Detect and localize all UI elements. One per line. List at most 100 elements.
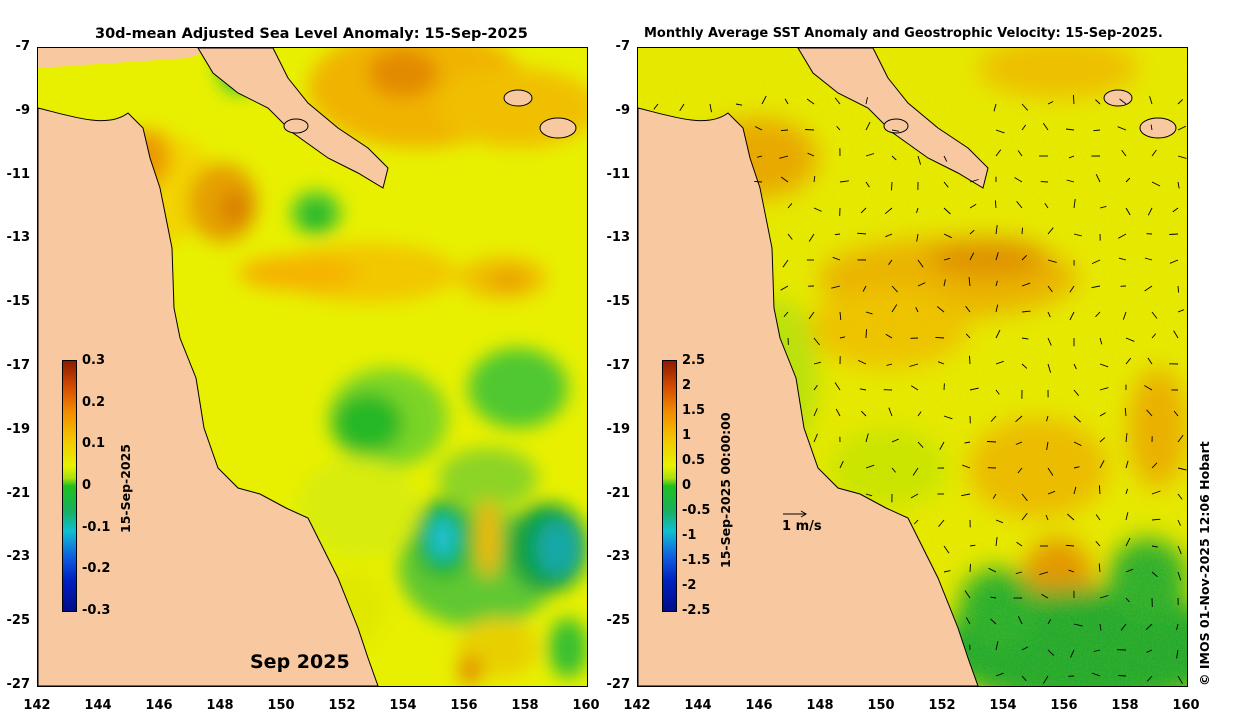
velocity-vector (865, 464, 875, 469)
velocity-vector (943, 257, 951, 261)
lon-tick-label: 142 (23, 698, 51, 713)
velocity-vector (1169, 233, 1179, 235)
lat-tick-label: -27 (6, 677, 31, 692)
velocity-vector (1021, 363, 1028, 369)
velocity-vector (1151, 311, 1158, 319)
colorbar-tick-label: -2 (682, 578, 697, 593)
velocity-vector (1151, 333, 1157, 339)
velocity-vector (995, 280, 998, 287)
geostrophic-velocity-vectors (653, 94, 1187, 684)
velocity-vector (1151, 545, 1158, 548)
velocity-vector (1124, 407, 1127, 417)
velocity-vector (1122, 311, 1127, 320)
velocity-vector (1021, 646, 1029, 651)
velocity-vector (913, 519, 919, 525)
sst-anomaly-field (638, 48, 1187, 686)
velocity-vector (1146, 409, 1153, 417)
velocity-vector (995, 329, 1001, 339)
velocity-vector (1068, 155, 1075, 159)
velocity-vector (1144, 385, 1153, 391)
velocity-vector (1099, 437, 1106, 443)
velocity-vector (858, 359, 867, 365)
velocity-vector (1046, 441, 1049, 451)
velocity-vector (995, 519, 1004, 524)
new-guinea-land (797, 48, 989, 189)
velocity-vector (995, 252, 999, 261)
velocity-vector (1021, 124, 1027, 131)
velocity-vector (1125, 433, 1128, 443)
lon-tick-label: 152 (328, 698, 356, 713)
velocity-vector (1146, 649, 1153, 653)
velocity-vector (962, 464, 971, 469)
colorbar-tick-label: -1 (682, 528, 697, 543)
velocity-vector (1151, 490, 1161, 495)
colorbar-tick-label: 2.5 (682, 353, 706, 368)
lat-tick-label: -9 (615, 102, 630, 118)
velocity-vector (961, 493, 971, 497)
velocity-vector (813, 361, 822, 365)
velocity-vector (754, 126, 763, 131)
velocity-vector (1073, 415, 1081, 423)
velocity-vector (1149, 96, 1153, 105)
velocity-vector (1095, 541, 1101, 547)
velocity-vector (1093, 129, 1101, 132)
velocity-vector (1047, 259, 1057, 263)
velocity-vector (943, 279, 946, 287)
velocity-vector (1045, 514, 1049, 521)
velocity-vector (1069, 311, 1075, 321)
velocity-vector (1073, 486, 1077, 495)
velocity-vector (780, 285, 789, 291)
velocity-vector (917, 155, 922, 165)
velocity-vector (1021, 254, 1028, 261)
velocity-vector (1065, 544, 1075, 547)
velocity-vector (910, 493, 919, 499)
velocity-vector (969, 203, 977, 209)
sst-anomaly-map (637, 47, 1188, 687)
velocity-vector (807, 152, 815, 157)
velocity-vector (1151, 571, 1158, 578)
lat-tick-label: -23 (606, 549, 631, 565)
velocity-vector (1120, 623, 1127, 631)
velocity-vector (969, 544, 976, 547)
velocity-vector (653, 103, 659, 110)
lon-tick-label: 154 (989, 698, 1017, 713)
sea-level-anomaly-map (37, 47, 588, 687)
velocity-vector (808, 233, 815, 242)
lon-tick-label: 154 (389, 698, 417, 713)
velocity-vector (995, 641, 999, 651)
velocity-vector (909, 363, 919, 367)
australia-land (638, 107, 979, 686)
velocity-vector (891, 304, 898, 313)
lat-tick-label: -15 (6, 294, 31, 310)
velocity-vector (1177, 155, 1187, 159)
velocity-vector (969, 229, 975, 235)
velocity-vector (1068, 569, 1075, 573)
lon-tick-label: 146 (145, 698, 173, 713)
velocity-vector (735, 103, 743, 106)
velocity-vector (1021, 227, 1023, 235)
velocity-vector (1151, 462, 1158, 469)
velocity-vector (1125, 512, 1129, 521)
velocity-vector (986, 441, 997, 443)
lon-tick-label: 144 (84, 698, 112, 713)
velocity-vector (1177, 125, 1186, 131)
velocity-vector (1021, 493, 1028, 502)
velocity-vector (937, 361, 945, 365)
velocity-vector (808, 311, 815, 320)
colorbar-tick-label: 1 (682, 428, 692, 443)
velocity-vector (1073, 389, 1080, 396)
velocity-vector (965, 305, 971, 313)
velocity-vector (1145, 623, 1153, 631)
colorbar-tick-label: -0.5 (682, 503, 711, 518)
colorbar-tick-label: -0.2 (82, 561, 111, 577)
lat-tick-label: -25 (6, 613, 31, 629)
velocity-vector (761, 95, 767, 105)
velocity-vector (1095, 514, 1101, 521)
velocity-vector (1118, 257, 1127, 261)
velocity-vector (968, 277, 971, 287)
velocity-vector (679, 103, 685, 111)
velocity-vector (787, 233, 793, 240)
velocity-vector (1169, 259, 1179, 264)
velocity-vector (891, 285, 898, 293)
velocity-vector (916, 233, 919, 242)
